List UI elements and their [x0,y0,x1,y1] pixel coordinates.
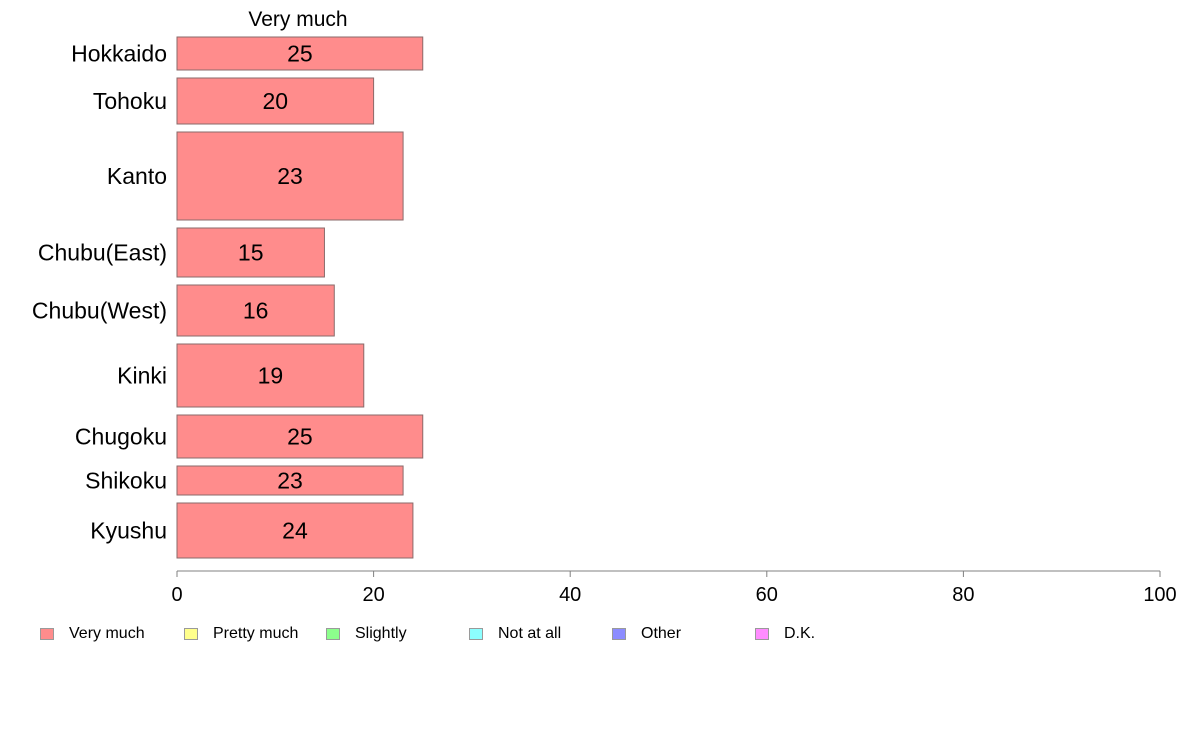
bar-chubu-west [176,284,335,337]
legend-item-pretty-much: Pretty much [184,624,298,644]
bar-value-label: 24 [282,518,308,544]
x-tick-label: 100 [1143,584,1176,606]
legend-label: Very much [69,625,145,642]
legend-item-slightly: Slightly [326,624,407,644]
legend-item-very-much: Very much [40,624,145,644]
bar-value-label: 15 [238,240,264,266]
category-label: Chubu(West) [32,298,167,324]
bar-kanto [176,131,404,221]
x-tick-label: 0 [171,584,182,606]
bar-value-label: 23 [277,468,303,494]
bar-value-label: 25 [287,424,313,450]
legend-swatch [469,628,483,640]
legend-label: Not at all [498,625,562,642]
bar-kyushu [176,502,414,559]
category-label: Shikoku [85,468,167,494]
bar-tohoku [176,77,375,125]
legend-swatch [326,628,340,640]
bar-hokkaido [176,36,424,71]
legend-swatch [755,628,769,640]
bar-value-label: 25 [287,41,313,67]
x-tick-label: 80 [952,584,974,606]
bar-value-label: 16 [243,298,269,324]
x-tick-label: 40 [559,584,581,606]
bar-chugoku [176,414,424,459]
legend-label: Pretty much [213,625,299,642]
legend-swatch [612,628,626,640]
category-label: Chubu(East) [38,240,167,266]
bars-group: 25 Hokkaido 20 Tohoku 23 Kanto 15 Chubu(East) 16… [32,36,424,559]
legend-swatch [40,628,54,640]
x-tick-label: 60 [756,584,778,606]
category-label: Chugoku [75,424,167,450]
category-label: Kanto [107,163,167,189]
legend-label: D.K. [784,625,816,642]
category-label: Kyushu [90,518,167,544]
legend-label: Other [641,625,682,642]
bar-chart: Very much 25 Hokkaido 20 Tohoku 23 Kanto 15 Chu… [32,8,1177,606]
legend-swatch [184,628,198,640]
legend-label: Slightly [355,625,407,642]
category-label: Tohoku [93,88,167,114]
bar-value-label: 23 [277,163,303,189]
legend-item-dk: D.K. [755,624,815,644]
bar-chubu-east [176,227,325,278]
x-axis: 0 20 40 60 80 100 [171,570,1177,606]
bar-value-label: 19 [258,363,284,389]
bar-shikoku [176,465,404,496]
category-label: Hokkaido [71,41,167,67]
legend-item-not-at-all: Not at all [469,624,561,644]
x-tick-label: 20 [362,584,384,606]
legend-item-other: Other [612,624,681,644]
bar-value-label: 20 [263,88,289,114]
category-label: Kinki [117,363,167,389]
bar-kinki [176,343,365,408]
chart-title: Very much [248,8,347,31]
